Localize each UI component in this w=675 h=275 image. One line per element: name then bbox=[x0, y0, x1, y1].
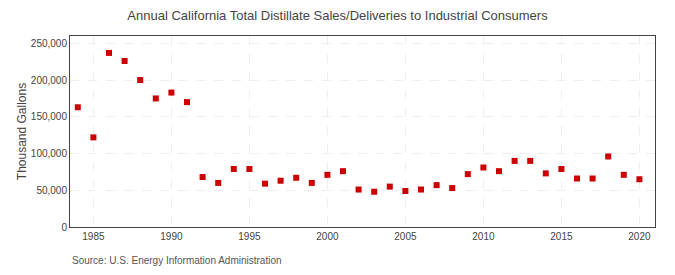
svg-text:100,000: 100,000 bbox=[31, 148, 68, 159]
svg-text:2000: 2000 bbox=[316, 231, 339, 242]
svg-text:2015: 2015 bbox=[550, 231, 573, 242]
svg-text:1995: 1995 bbox=[238, 231, 261, 242]
svg-text:0: 0 bbox=[61, 222, 67, 233]
svg-text:1990: 1990 bbox=[160, 231, 183, 242]
svg-text:2020: 2020 bbox=[628, 231, 651, 242]
svg-text:250,000: 250,000 bbox=[31, 38, 68, 49]
svg-text:Thousand Gallons: Thousand Gallons bbox=[15, 83, 29, 180]
svg-text:1985: 1985 bbox=[82, 231, 105, 242]
svg-text:2005: 2005 bbox=[394, 231, 417, 242]
svg-text:Annual California Total Distil: Annual California Total Distillate Sales… bbox=[127, 8, 548, 23]
svg-text:50,000: 50,000 bbox=[36, 185, 67, 196]
svg-text:2010: 2010 bbox=[472, 231, 495, 242]
svg-text:150,000: 150,000 bbox=[31, 111, 68, 122]
svg-text:200,000: 200,000 bbox=[31, 75, 68, 86]
svg-text:Source: U.S. Energy Informatio: Source: U.S. Energy Information Administ… bbox=[72, 255, 282, 266]
